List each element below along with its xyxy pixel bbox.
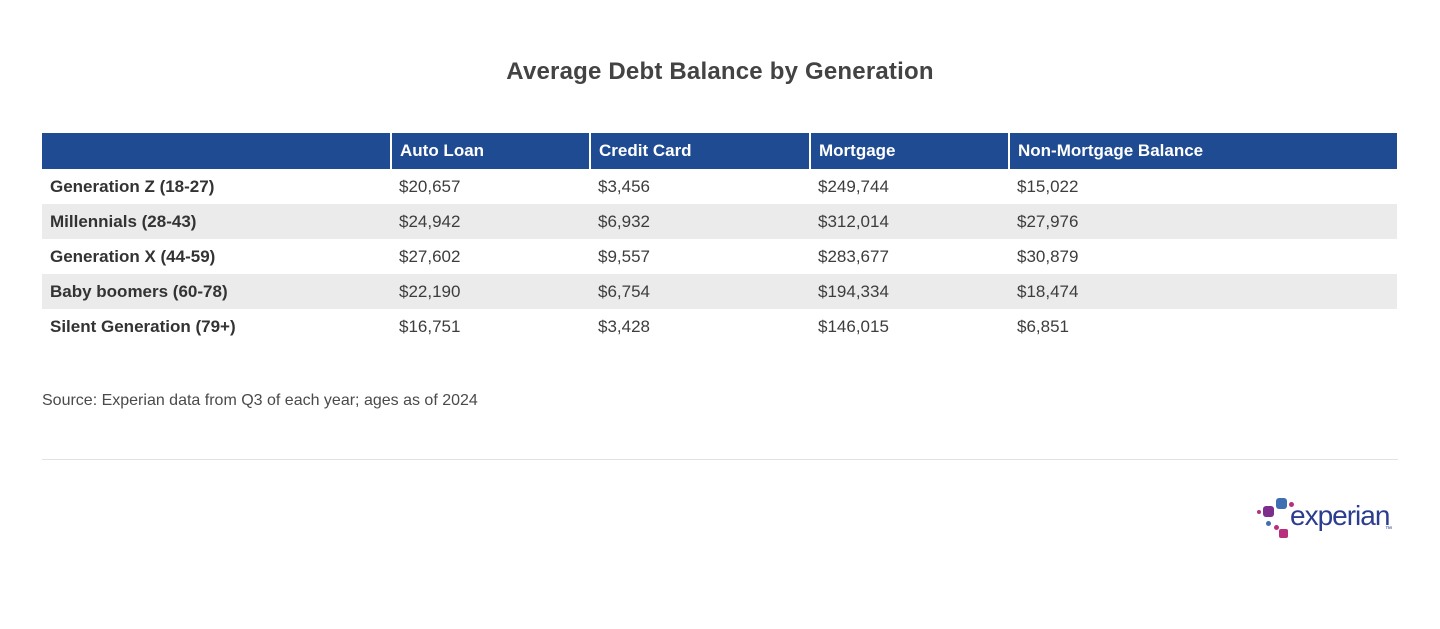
cell-mortgage: $146,015	[818, 316, 889, 336]
logo-purple-square-icon	[1263, 506, 1274, 517]
table-row: Baby boomers (60-78) $22,190 $6,754 $194…	[42, 274, 1397, 309]
cell-auto-loan: $27,602	[399, 246, 461, 266]
trademark-symbol: ™	[1385, 526, 1392, 533]
logo-magenta-dot-icon	[1274, 525, 1279, 530]
column-header-mortgage: Mortgage	[809, 133, 1009, 169]
cell-credit-card: $9,557	[598, 246, 650, 266]
page-title: Average Debt Balance by Generation	[506, 58, 934, 85]
cell-non-mortgage: $6,851	[1017, 316, 1069, 336]
logo-magenta-dot-icon	[1257, 510, 1261, 514]
cell-credit-card: $3,428	[598, 316, 650, 336]
table-header-row: Auto Loan Credit Card Mortgage Non-Mortg…	[42, 133, 1397, 169]
source-note: Source: Experian data from Q3 of each ye…	[42, 392, 478, 409]
cell-non-mortgage: $27,976	[1017, 211, 1079, 231]
column-header-empty	[42, 133, 391, 169]
row-label-generation-x: Generation X (44-59)	[50, 246, 216, 266]
table-row: Silent Generation (79+) $16,751 $3,428 $…	[42, 309, 1397, 344]
cell-mortgage: $312,014	[818, 211, 889, 231]
table-row: Generation X (44-59) $27,602 $9,557 $283…	[42, 239, 1397, 274]
cell-non-mortgage: $30,879	[1017, 246, 1079, 266]
cell-auto-loan: $16,751	[399, 316, 461, 336]
column-header-credit-card: Credit Card	[589, 133, 810, 169]
experian-wordmark: experian	[1290, 500, 1390, 531]
cell-mortgage: $249,744	[818, 176, 889, 196]
table-row: Millennials (28-43) $24,942 $6,932 $312,…	[42, 204, 1397, 239]
infographic-page: Average Debt Balance by Generation Auto …	[0, 58, 1440, 543]
row-label-generation-z: Generation Z (18-27)	[50, 176, 215, 196]
cell-non-mortgage: $15,022	[1017, 176, 1079, 196]
cell-mortgage: $283,677	[818, 246, 889, 266]
divider-line	[42, 459, 1398, 460]
table-row: Generation Z (18-27) $20,657 $3,456 $249…	[42, 169, 1397, 204]
column-header-non-mortgage-balance: Non-Mortgage Balance	[1008, 133, 1397, 169]
cell-auto-loan: $22,190	[399, 281, 461, 301]
cell-credit-card: $3,456	[598, 176, 650, 196]
cell-non-mortgage: $18,474	[1017, 281, 1079, 301]
experian-logo: experian ™	[1256, 489, 1392, 543]
cell-auto-loan: $24,942	[399, 211, 461, 231]
row-label-millennials: Millennials (28-43)	[50, 211, 197, 231]
cell-mortgage: $194,334	[818, 281, 889, 301]
cell-credit-card: $6,754	[598, 281, 650, 301]
logo-blue-dot-icon	[1266, 521, 1271, 526]
cell-auto-loan: $20,657	[399, 176, 461, 196]
logo-magenta-dot-icon	[1289, 502, 1294, 507]
column-header-auto-loan: Auto Loan	[390, 133, 590, 169]
cell-credit-card: $6,932	[598, 211, 650, 231]
logo-magenta-square-icon	[1279, 529, 1288, 538]
row-label-silent-generation: Silent Generation (79+)	[50, 316, 236, 336]
debt-balance-table: Auto Loan Credit Card Mortgage Non-Mortg…	[42, 133, 1397, 344]
row-label-baby-boomers: Baby boomers (60-78)	[50, 281, 228, 301]
logo-blue-square-icon	[1276, 498, 1287, 509]
